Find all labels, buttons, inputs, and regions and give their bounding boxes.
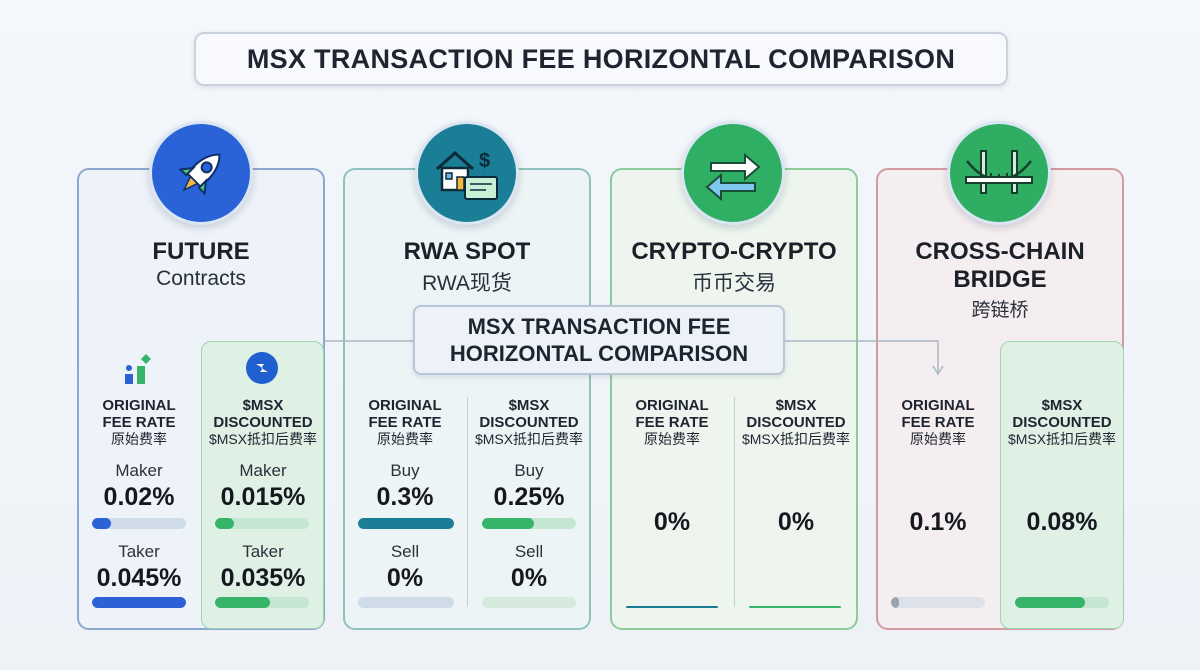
fee-chart-icon <box>124 352 156 391</box>
bar-taker-disc <box>215 597 309 608</box>
card-subtitle-bridge: 跨链桥 <box>971 300 1029 321</box>
overlay-title-box: MSX TRANSACTION FEE HORIZONTAL COMPARISO… <box>413 305 785 375</box>
disc-header-crypto: $MSX DISCOUNTED $MSX抵扣后费率 <box>741 397 851 447</box>
value-crypto-orig: 0% <box>653 508 691 536</box>
bar-fill <box>215 518 234 529</box>
overlay-line-2: HORIZONTAL COMPARISON <box>449 341 749 366</box>
card-title-bridge-1: CROSS-CHAIN <box>915 238 1085 265</box>
line-crypto-disc <box>749 606 841 608</box>
orig-header-future: ORIGINAL FEE RATE 原始费率 <box>102 397 176 447</box>
bar-fill <box>482 518 534 529</box>
label-sell-orig: Sell <box>390 542 420 561</box>
bar-maker-orig <box>92 518 186 529</box>
bar-taker-orig <box>92 597 186 608</box>
card-title-future: FUTURE <box>152 238 250 265</box>
label-maker-disc: Maker <box>239 461 287 480</box>
card-subtitle-crypto: 币币交易 <box>692 272 776 295</box>
bar-fill <box>215 597 270 608</box>
bar-bridge-orig <box>891 597 985 608</box>
label-maker-orig: Maker <box>115 461 163 480</box>
orig-header-bridge: ORIGINAL FEE RATE 原始费率 <box>901 397 975 447</box>
value-taker-disc: 0.035% <box>220 564 306 592</box>
card-title-bridge-2: BRIDGE <box>953 266 1047 293</box>
card-subtitle-future: Contracts <box>156 267 246 290</box>
value-sell-disc: 0% <box>510 564 548 592</box>
overlay-line-1: MSX TRANSACTION FEE <box>467 314 731 339</box>
page-title: MSX TRANSACTION FEE HORIZONTAL COMPARISO… <box>194 32 1008 86</box>
value-buy-disc: 0.25% <box>493 483 565 511</box>
label-taker-orig: Taker <box>118 542 160 561</box>
card-title-crypto: CRYPTO-CRYPTO <box>631 238 837 265</box>
value-sell-orig: 0% <box>386 564 424 592</box>
bar-bridge-disc <box>1015 597 1109 608</box>
label-taker-disc: Taker <box>242 542 284 561</box>
value-crypto-disc: 0% <box>777 508 815 536</box>
bar-fill <box>92 518 111 529</box>
value-taker-orig: 0.045% <box>96 564 182 592</box>
label-buy-disc: Buy <box>514 461 544 480</box>
orig-header-rwa: ORIGINAL FEE RATE 原始费率 <box>368 397 442 447</box>
value-bridge-disc: 0.08% <box>1026 508 1098 536</box>
disc-header-bridge: $MSX DISCOUNTED $MSX抵扣后费率 <box>1007 397 1117 447</box>
bar-fill <box>1015 597 1085 608</box>
orig-header-crypto: ORIGINAL FEE RATE 原始费率 <box>635 397 709 447</box>
divider-crypto <box>734 397 735 607</box>
house-certificate-icon: $ <box>415 121 519 225</box>
value-buy-orig: 0.3% <box>376 483 434 511</box>
swap-arrows-icon <box>681 121 785 225</box>
bridge-icon <box>947 121 1051 225</box>
label-buy-orig: Buy <box>390 461 420 480</box>
card-title-rwa: RWA SPOT <box>403 238 531 265</box>
bar-buy-disc <box>482 518 576 529</box>
bar-sell-orig <box>358 597 454 608</box>
svg-text:$: $ <box>479 150 490 172</box>
disc-header-future: $MSX DISCOUNTED $MSX抵扣后费率 <box>208 397 318 447</box>
bar-buy-orig <box>358 518 454 529</box>
divider-rwa <box>467 397 468 607</box>
disc-header-rwa: $MSX DISCOUNTED $MSX抵扣后费率 <box>474 397 584 447</box>
bar-sell-disc <box>482 597 576 608</box>
card-subtitle-rwa: RWA现货 <box>422 272 512 295</box>
label-sell-disc: Sell <box>514 542 544 561</box>
bar-maker-disc <box>215 518 309 529</box>
bar-fill <box>358 518 454 529</box>
value-maker-disc: 0.015% <box>220 483 306 511</box>
value-maker-orig: 0.02% <box>103 483 175 511</box>
line-crypto-orig <box>626 606 718 608</box>
value-bridge-orig: 0.1% <box>909 508 967 536</box>
bar-fill <box>891 597 899 608</box>
msx-logo-icon <box>246 352 278 384</box>
discounted-panel-future <box>201 341 324 629</box>
rocket-icon <box>149 121 253 225</box>
discounted-panel-bridge <box>1000 341 1124 629</box>
bar-fill <box>92 597 186 608</box>
